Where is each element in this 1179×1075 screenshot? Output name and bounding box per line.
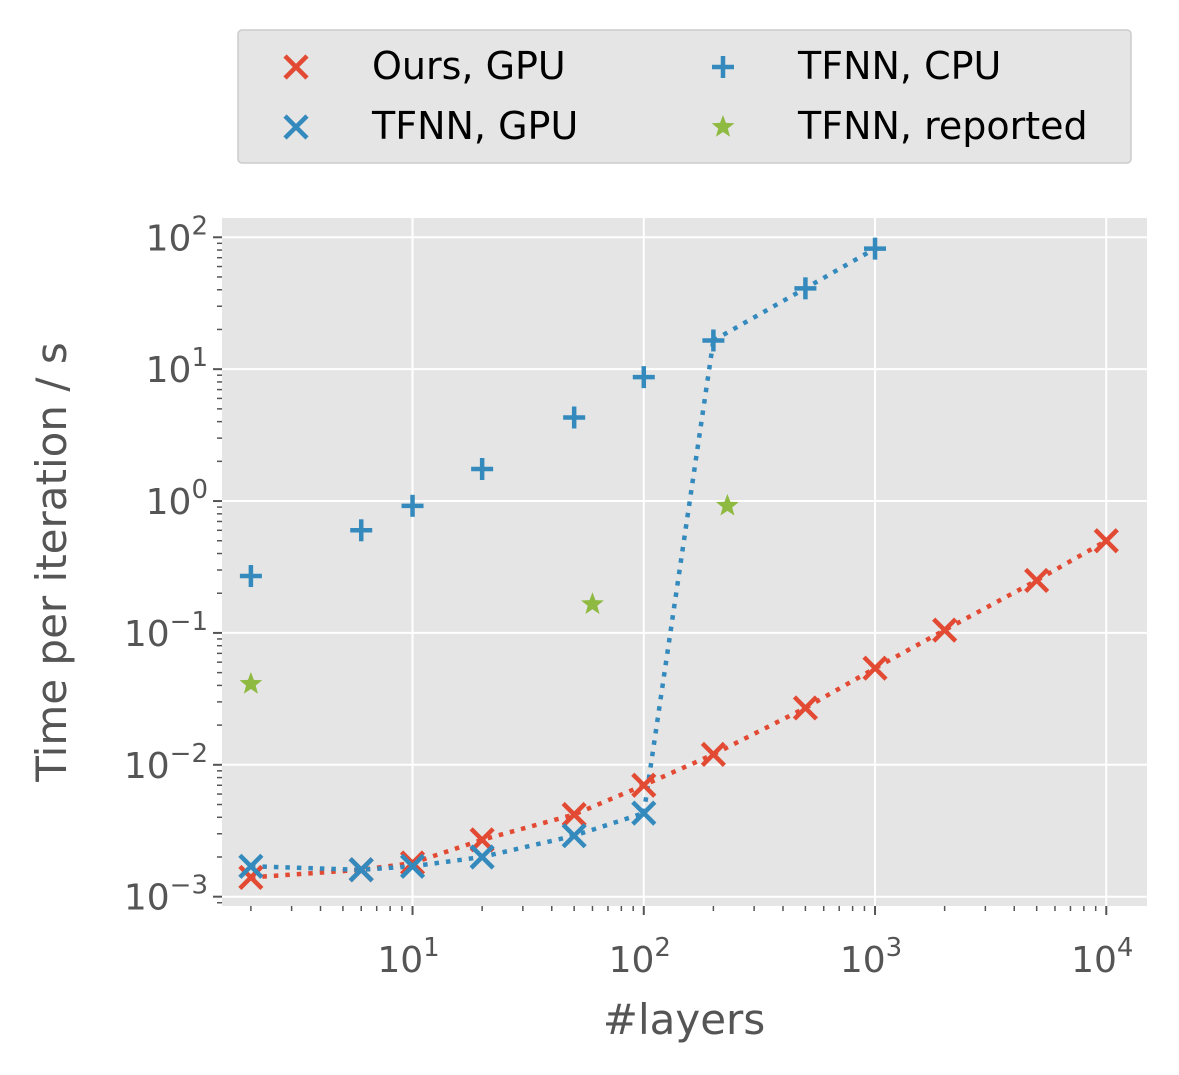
series-2-point [239,565,262,588]
x-tick-label-exponent: 4 [1117,933,1134,963]
legend-marker-ours-gpu [283,54,309,80]
series-1-point [469,844,495,870]
x-tick-label-exponent: 3 [886,933,903,963]
x-tick-label-base: 10 [840,940,886,981]
x-tick-label-base: 10 [377,940,423,981]
y-tick-label-base: 10 [124,746,170,787]
x-tick-label: 103 [840,933,902,981]
series-3-point [581,592,604,614]
series-2-point [794,277,817,300]
y-tick-label: 101 [146,343,208,391]
series-0-point [631,772,657,798]
y-tick-label-base: 10 [124,614,170,655]
legend-marker-glyph [283,114,309,140]
legend-label-ours-gpu: Ours, GPU [372,44,566,88]
x-tick-label-base: 10 [609,940,655,981]
series-1-point [631,800,657,826]
y-tick-label-base: 10 [146,350,192,391]
legend-box [237,29,1132,164]
series-markers [238,237,1119,891]
legend-marker-glyph [712,56,734,78]
series-0-point [238,864,264,891]
x-tick-label: 101 [377,933,439,981]
minor-ticks [217,242,1097,911]
series-2-point [632,366,655,389]
series-2-point [401,494,424,517]
y-axis-label: Time per iteration / s [27,342,76,782]
series-2-point [702,329,725,352]
series-1-point [348,857,374,883]
y-tick-label: 10−1 [124,607,208,655]
y-tick-label: 10−2 [124,739,208,787]
legend-label-tfnn-cpu: TFNN, CPU [797,44,1001,88]
series-line-0 [250,538,1108,880]
legend-label-tfnn-gpu: TFNN, GPU [371,104,578,148]
series-0-point [1093,528,1119,554]
y-tick-label-exponent: −2 [170,739,208,769]
series-line-1 [250,810,645,873]
y-tick-label-exponent: 2 [191,211,208,241]
y-tick-label: 100 [146,475,208,523]
x-tick-label-exponent: 1 [423,933,440,963]
legend-entry-tfnn-cpu: TFNN, CPU [712,44,1001,88]
legend-marker-glyph [283,54,309,80]
series-0-point [561,801,587,828]
series-2-point [864,237,887,260]
series-1-point [561,823,587,849]
series-3-point [239,671,263,694]
series-0-point [932,617,958,643]
y-tick-label-base: 10 [146,218,192,259]
y-tick-label-exponent: 0 [191,475,208,505]
y-tick-label-exponent: −1 [170,607,208,637]
legend: Ours, GPU TFNN, GPU TFNN, CPU TFNN, repo… [237,29,1132,164]
x-tick-label: 104 [1071,933,1133,981]
grid-lines [222,218,1147,906]
series-0-point [862,655,888,681]
x-tick-label-base: 10 [1071,940,1117,981]
series-2-point [563,406,586,429]
y-tick-label-exponent: 1 [191,343,208,373]
legend-marker-glyph [711,115,735,137]
y-tick-label-base: 10 [124,878,170,919]
plot-area [222,218,1147,906]
y-tick-label: 102 [146,211,208,259]
series-0-point [399,850,426,876]
y-tick-label: 10−3 [124,871,208,919]
legend-label-tfnn-reported: TFNN, reported [797,104,1088,148]
y-tick-label-base: 10 [146,482,192,523]
y-tick-label-exponent: −3 [170,871,208,901]
series-1-point [238,853,264,879]
legend-marker-tfnn-cpu [712,56,734,78]
series-2-point [471,457,494,480]
legend-marker-tfnn-gpu [283,114,309,140]
series-2-point [350,519,373,542]
legend-entry-tfnn-gpu: TFNN, GPU [283,104,578,148]
series-3-point [716,493,739,516]
x-tick-label-exponent: 2 [654,933,671,963]
x-axis-label: #layers [603,995,765,1044]
x-axis-ticks: 101 102 103 104 [377,906,1133,981]
legend-marker-tfnn-reported [711,115,735,137]
series-0-point [1024,567,1050,594]
legend-entry-ours-gpu: Ours, GPU [283,44,566,88]
x-tick-label: 102 [609,933,671,981]
series-1-point [399,853,426,879]
legend-entry-tfnn-reported: TFNN, reported [711,104,1088,148]
series-0-point [792,695,819,721]
series-0-point [700,741,726,767]
